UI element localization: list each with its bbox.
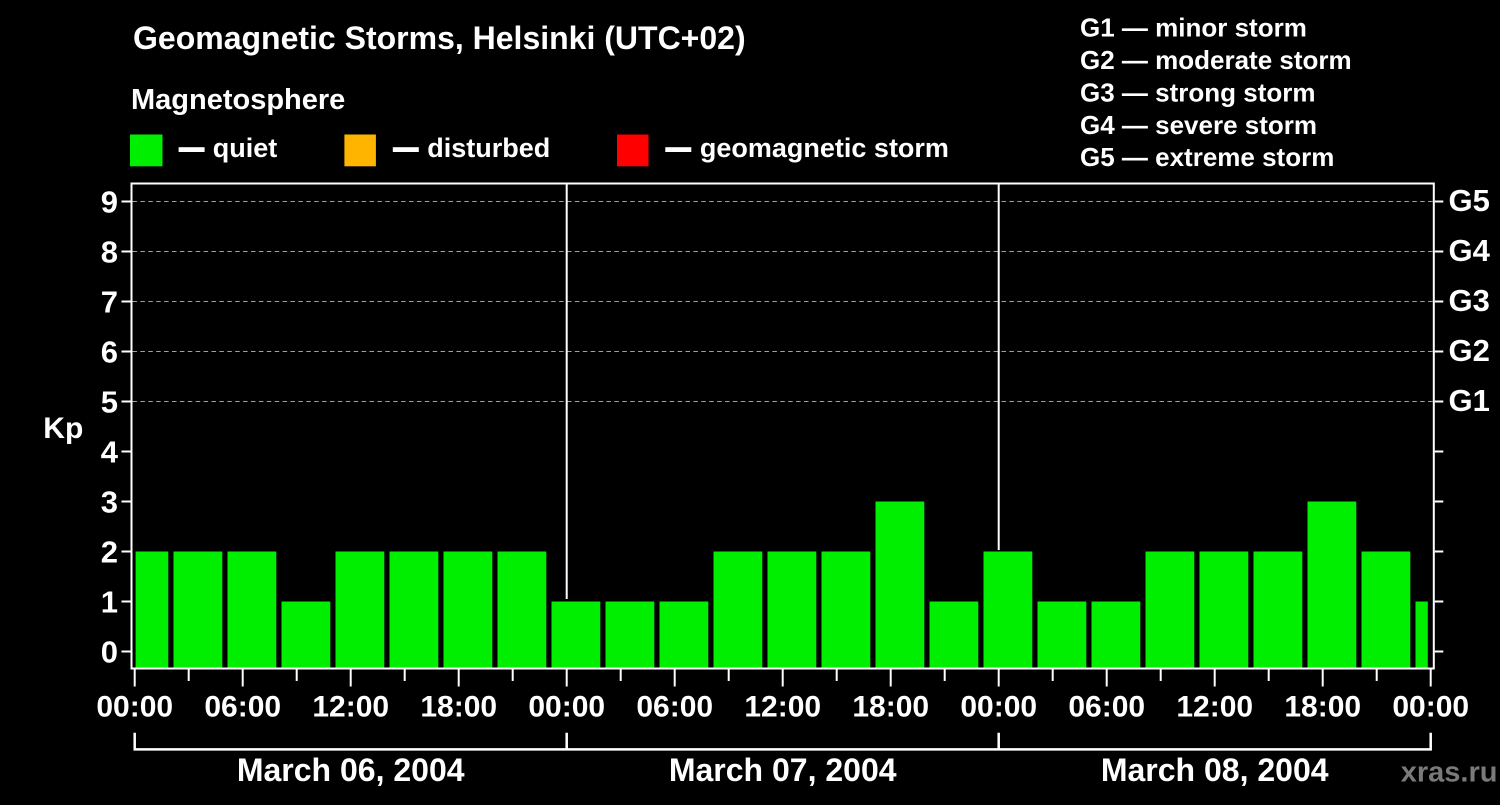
svg-text:18:00: 18:00 xyxy=(420,691,497,724)
svg-text:0: 0 xyxy=(101,635,118,670)
svg-text:18:00: 18:00 xyxy=(852,691,929,724)
svg-text:March 06, 2004: March 06, 2004 xyxy=(237,752,465,788)
svg-text:12:00: 12:00 xyxy=(312,691,389,724)
svg-text:G3: G3 xyxy=(1449,283,1490,318)
svg-text:00:00: 00:00 xyxy=(1392,691,1469,724)
svg-text:00:00: 00:00 xyxy=(528,691,605,724)
svg-text:March 08, 2004: March 08, 2004 xyxy=(1101,752,1329,788)
svg-text:G5 — extreme storm: G5 — extreme storm xyxy=(1080,142,1334,172)
svg-text:xras.ru: xras.ru xyxy=(1401,756,1498,788)
svg-text:5: 5 xyxy=(101,385,118,420)
svg-text:disturbed: disturbed xyxy=(427,133,550,163)
svg-text:G2: G2 xyxy=(1449,333,1490,368)
svg-text:G4 — severe storm: G4 — severe storm xyxy=(1080,110,1317,140)
svg-text:G1: G1 xyxy=(1449,383,1490,418)
svg-text:geomagnetic storm: geomagnetic storm xyxy=(700,133,949,163)
svg-text:Geomagnetic Storms, Helsinki (: Geomagnetic Storms, Helsinki (UTC+02) xyxy=(133,20,746,56)
svg-text:Magnetosphere: Magnetosphere xyxy=(131,84,345,116)
svg-text:4: 4 xyxy=(101,435,119,470)
svg-text:G4: G4 xyxy=(1449,233,1491,268)
svg-text:Kp: Kp xyxy=(43,412,83,445)
svg-text:12:00: 12:00 xyxy=(1176,691,1253,724)
svg-text:7: 7 xyxy=(101,285,118,320)
svg-text:12:00: 12:00 xyxy=(744,691,821,724)
svg-text:quiet: quiet xyxy=(213,133,278,163)
svg-text:2: 2 xyxy=(101,535,118,570)
svg-text:00:00: 00:00 xyxy=(96,691,173,724)
svg-text:06:00: 06:00 xyxy=(1068,691,1145,724)
svg-text:March 07, 2004: March 07, 2004 xyxy=(669,752,897,788)
svg-text:9: 9 xyxy=(101,185,118,220)
svg-text:06:00: 06:00 xyxy=(636,691,713,724)
svg-text:3: 3 xyxy=(101,485,118,520)
svg-text:18:00: 18:00 xyxy=(1284,691,1361,724)
svg-text:G1 — minor storm: G1 — minor storm xyxy=(1080,13,1307,43)
svg-text:G2 — moderate storm: G2 — moderate storm xyxy=(1080,45,1352,75)
svg-text:G5: G5 xyxy=(1449,183,1490,218)
svg-text:8: 8 xyxy=(101,235,118,270)
svg-text:1: 1 xyxy=(101,585,118,620)
svg-text:00:00: 00:00 xyxy=(960,691,1037,724)
svg-text:06:00: 06:00 xyxy=(204,691,281,724)
svg-text:G3 — strong storm: G3 — strong storm xyxy=(1080,77,1315,107)
svg-text:6: 6 xyxy=(101,335,118,370)
